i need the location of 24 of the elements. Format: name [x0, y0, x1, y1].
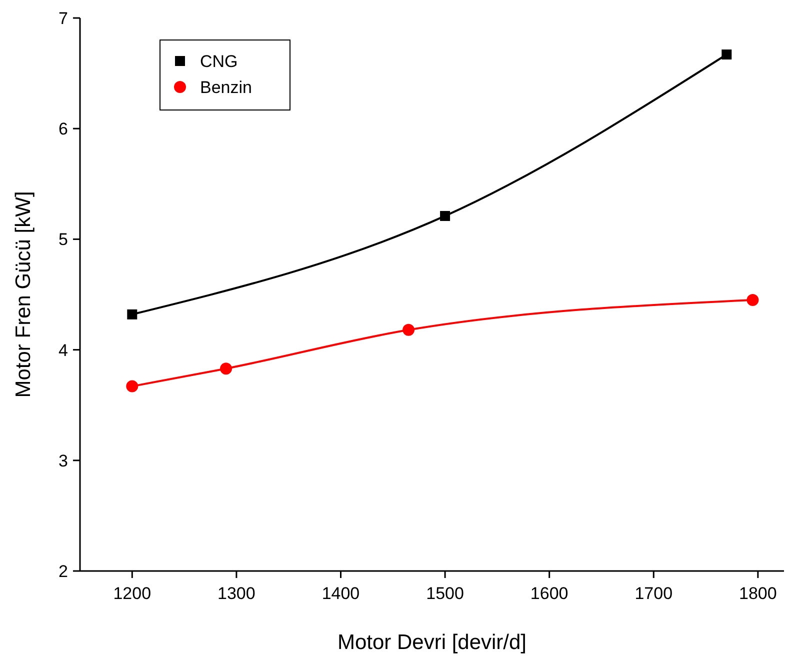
- point: [440, 210, 450, 221]
- point: [402, 324, 415, 336]
- y-tick-label: 2: [58, 562, 68, 581]
- point: [722, 50, 732, 60]
- x-tick-label: 1300: [218, 584, 256, 603]
- legend-label: CNG: [200, 52, 238, 71]
- y-tick-label: 6: [58, 120, 68, 139]
- y-axis-title: Motor Fren Gücü [kW]: [12, 191, 35, 398]
- x-tick-label: 1600: [530, 584, 568, 603]
- point: [746, 294, 759, 306]
- x-tick-label: 1400: [322, 584, 360, 603]
- point: [126, 380, 138, 392]
- x-tick-label: 1800: [739, 584, 777, 603]
- x-tick-label: 1200: [113, 584, 152, 603]
- point: [220, 362, 232, 375]
- y-tick-label: 4: [58, 340, 68, 360]
- x-tick-label: 1700: [634, 584, 673, 603]
- legend-label: Benzin: [200, 78, 252, 97]
- x-tick-label: 1500: [426, 584, 464, 603]
- y-tick-label: 5: [58, 230, 68, 250]
- y-tick-label: 3: [58, 451, 68, 470]
- point: [127, 309, 138, 320]
- y-tick-label: 7: [58, 9, 68, 28]
- x-axis-title: Motor Devri [devir/d]: [337, 631, 527, 654]
